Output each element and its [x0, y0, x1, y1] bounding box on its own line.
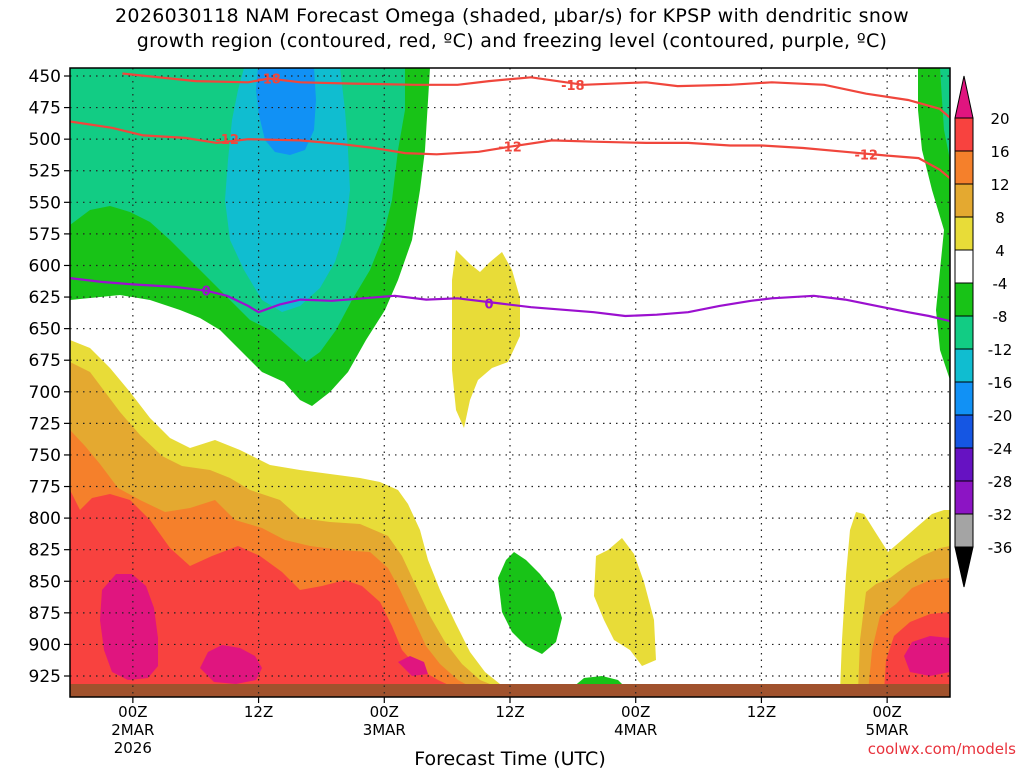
y-tick-label: 775: [29, 478, 61, 498]
colorbar-swatch: [954, 480, 974, 515]
colorbar-label: 16: [990, 143, 1009, 161]
colorbar-label: -16: [988, 374, 1013, 392]
y-tick-label: 900: [29, 635, 61, 655]
y-tick-label: 825: [29, 541, 61, 561]
x-tick-date: 5MAR: [866, 721, 909, 739]
omega-region-pos20-5mar: [904, 636, 950, 676]
colorbar-swatch: [954, 315, 974, 350]
y-tick-label: 475: [29, 99, 61, 119]
contour-label: 0: [202, 285, 211, 300]
colorbar-swatch: [954, 381, 974, 416]
colorbar-label: 20: [990, 110, 1009, 128]
contour-label: -18: [257, 73, 281, 88]
contour-label: -12: [854, 148, 878, 163]
x-tick-label: 00Z: [118, 703, 147, 721]
colorbar-swatch: [954, 150, 974, 185]
contour-label: 0: [485, 297, 494, 312]
y-tick-label: 925: [29, 667, 61, 687]
colorbar-swatch: [954, 348, 974, 383]
x-tick-label: 12Z: [747, 703, 776, 721]
y-tick-label: 875: [29, 604, 61, 624]
colorbar-label: -4: [993, 275, 1008, 293]
y-tick-label: 675: [29, 351, 61, 371]
omega-region-pos20-c: [398, 656, 428, 676]
colorbar-swatch: [954, 282, 974, 317]
colorbar-label: 8: [995, 209, 1005, 227]
x-tick-date: 3MAR: [363, 721, 406, 739]
omega-region-neg16-aloft: [256, 68, 316, 155]
colorbar-swatch: [954, 117, 974, 152]
omega-region-pos20-b: [200, 645, 262, 684]
colorbar-swatch: [954, 183, 974, 218]
colorbar-label: -32: [988, 506, 1013, 524]
colorbar-label: -12: [988, 341, 1013, 359]
y-tick-label: 500: [29, 130, 61, 150]
contour-label: -18: [561, 79, 585, 94]
chart-title-line-2: growth region (contoured, red, ºC) and f…: [136, 30, 888, 52]
y-axis: 450 475 500 525 550 575 600 625 650 675 700 725 750 7…: [29, 67, 70, 687]
colorbar-swatch: [954, 75, 974, 119]
contour-line: [70, 277, 950, 323]
colorbar-label: -28: [988, 473, 1013, 491]
site-credit: coolwx.com/models: [867, 740, 1016, 758]
colorbar-label: -20: [988, 407, 1013, 425]
y-tick-label: 725: [29, 414, 61, 434]
y-tick-label: 800: [29, 509, 61, 529]
colorbar-swatch: [954, 447, 974, 482]
contour-line: [122, 72, 950, 119]
x-tick-label: 00Z: [872, 703, 901, 721]
contour-label: -12: [215, 133, 239, 148]
colorbar-swatch: [954, 216, 974, 251]
ground-band: [70, 684, 950, 697]
x-tick-date: 4MAR: [614, 721, 657, 739]
omega-region-neg4-5mar-edge: [918, 68, 950, 380]
chart-title-line-1: 2026030118 NAM Forecast Omega (shaded, µ…: [115, 5, 909, 27]
omega-region-pos4-cell-4mar: [452, 250, 520, 428]
x-tick-label: 12Z: [244, 703, 273, 721]
colorbar-label: -36: [988, 539, 1013, 557]
y-tick-label: 575: [29, 225, 61, 245]
omega-shading: [70, 68, 950, 692]
colorbar-swatch: [954, 249, 974, 284]
colorbar-label: -8: [993, 308, 1008, 326]
chart-title: 2026030118 NAM Forecast Omega (shaded, µ…: [0, 4, 1024, 54]
omega-region-pos20-a: [100, 574, 158, 680]
y-tick-label: 550: [29, 193, 61, 213]
x-axis-label: Forecast Time (UTC): [414, 748, 605, 768]
colorbar-swatch: [954, 513, 974, 548]
temperature-contours: [70, 72, 950, 323]
omega-region-pos16-lower: [70, 490, 455, 688]
omega-region-pos4-cell-4mar00z: [594, 538, 656, 666]
colorbar-legend: 20 16 12 8 4 -4 -8 -12 -16 -20 -24 -28 -32 -36: [954, 75, 1013, 588]
colorbar-swatch: [954, 546, 974, 588]
y-tick-label: 750: [29, 446, 61, 466]
colorbar-label: -24: [988, 440, 1013, 458]
colorbar-swatch: [954, 414, 974, 449]
x-tick-label: 12Z: [495, 703, 524, 721]
y-tick-label: 650: [29, 320, 61, 340]
x-tick-label: 00Z: [621, 703, 650, 721]
y-tick-label: 525: [29, 162, 61, 182]
y-tick-label: 600: [29, 256, 61, 276]
colorbar-label: 12: [990, 176, 1009, 194]
colorbar-label: 4: [995, 242, 1005, 260]
omega-region-neg12-aloft: [225, 68, 350, 312]
x-tick-date: 2MAR: [111, 721, 154, 739]
gridlines: [70, 68, 950, 697]
x-tick-year: 2026: [114, 739, 152, 757]
contour-line: [70, 120, 950, 180]
y-tick-label: 700: [29, 383, 61, 403]
y-tick-label: 625: [29, 288, 61, 308]
contour-label: -12: [498, 141, 522, 156]
y-tick-label: 450: [29, 67, 61, 87]
contour-labels: -18 -18 -12 -12 -12 0 0: [202, 73, 878, 313]
y-tick-label: 850: [29, 572, 61, 592]
omega-region-neg4-cell-3mar12z: [498, 552, 562, 654]
x-tick-label: 00Z: [370, 703, 399, 721]
